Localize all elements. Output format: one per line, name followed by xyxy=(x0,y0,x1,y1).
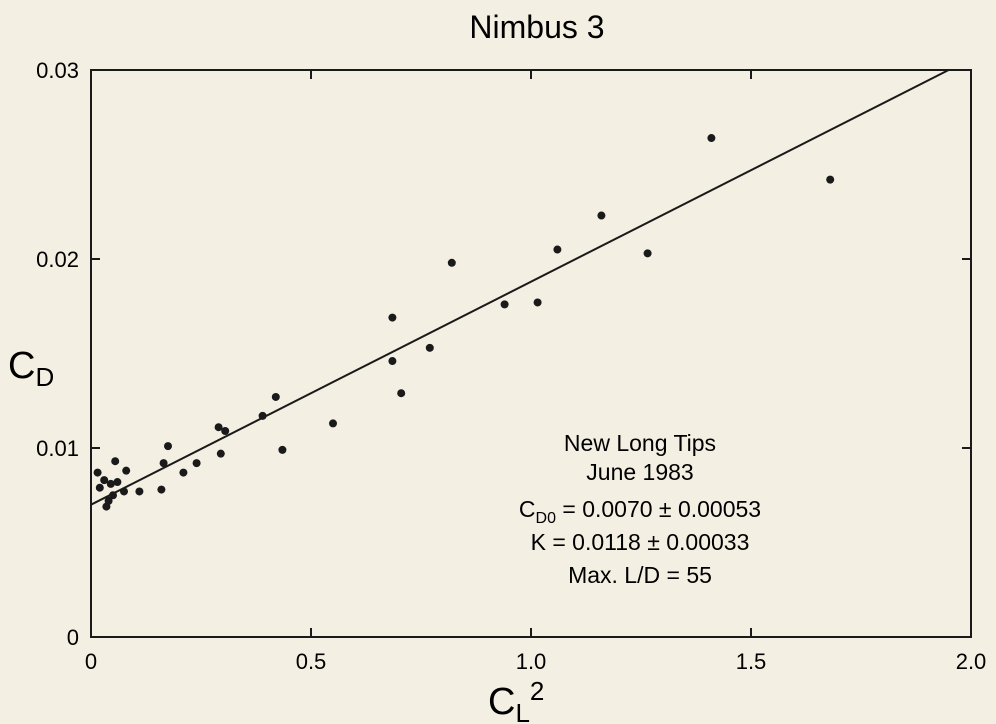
data-point xyxy=(100,476,109,485)
data-point xyxy=(553,245,562,254)
x-tick-label: 1.0 xyxy=(516,649,547,674)
y-axis-ticks: 0 0.01 0.02 0.03 xyxy=(36,58,971,650)
data-point xyxy=(826,175,835,184)
y-tick-label: 0.02 xyxy=(36,247,79,272)
data-point xyxy=(447,258,456,267)
y-tick-label: 0.03 xyxy=(36,58,79,83)
y-tick-label: 0 xyxy=(67,625,79,650)
x-tick-label: 1.5 xyxy=(736,649,767,674)
data-point xyxy=(707,134,716,143)
fit-annotation: New Long Tips June 1983 CD0 = 0.0070 ± 0… xyxy=(519,430,761,588)
data-point xyxy=(221,426,230,435)
data-point xyxy=(111,457,120,466)
data-point xyxy=(216,449,225,458)
data-point xyxy=(533,298,542,307)
data-point xyxy=(120,487,128,496)
annotation-line-1: New Long Tips xyxy=(564,430,716,456)
data-points xyxy=(93,134,835,511)
data-point xyxy=(192,459,201,468)
data-point xyxy=(109,491,117,500)
x-axis-ticks: 0 0.5 1.0 1.5 2.0 xyxy=(85,70,986,674)
data-point xyxy=(214,423,223,432)
data-point xyxy=(500,300,509,309)
annotation-line-4: K = 0.0118 ± 0.00033 xyxy=(531,529,750,555)
data-point xyxy=(258,411,267,420)
data-point xyxy=(135,487,144,496)
data-point xyxy=(113,478,122,487)
data-point xyxy=(278,445,287,454)
data-point xyxy=(106,479,115,488)
data-point xyxy=(425,343,434,352)
data-point xyxy=(179,468,188,477)
data-point xyxy=(122,466,131,475)
data-point xyxy=(329,419,337,428)
x-tick-label: 0 xyxy=(85,649,97,674)
data-point xyxy=(164,442,172,451)
data-point xyxy=(93,468,102,477)
regression-line xyxy=(90,69,950,506)
annotation-line-3: CD0 = 0.0070 ± 0.00053 xyxy=(519,496,761,527)
data-point xyxy=(597,211,606,220)
x-tick-label: 0.5 xyxy=(296,649,327,674)
data-point xyxy=(159,459,168,468)
x-tick-label: 2.0 xyxy=(956,649,987,674)
data-point xyxy=(388,313,397,322)
data-point xyxy=(397,389,406,398)
chart-title: Nimbus 3 xyxy=(469,9,604,45)
y-axis-label: CD xyxy=(8,345,54,392)
annotation-line-2: June 1983 xyxy=(586,459,693,485)
data-point xyxy=(643,249,652,258)
y-tick-label: 0.01 xyxy=(36,436,79,461)
data-point xyxy=(104,496,113,505)
data-point xyxy=(271,392,280,401)
annotation-line-5: Max. L/D = 55 xyxy=(568,562,712,588)
data-point xyxy=(157,485,166,494)
x-axis-label: CL2 xyxy=(488,676,544,724)
data-point xyxy=(388,357,397,366)
data-point xyxy=(95,483,104,492)
